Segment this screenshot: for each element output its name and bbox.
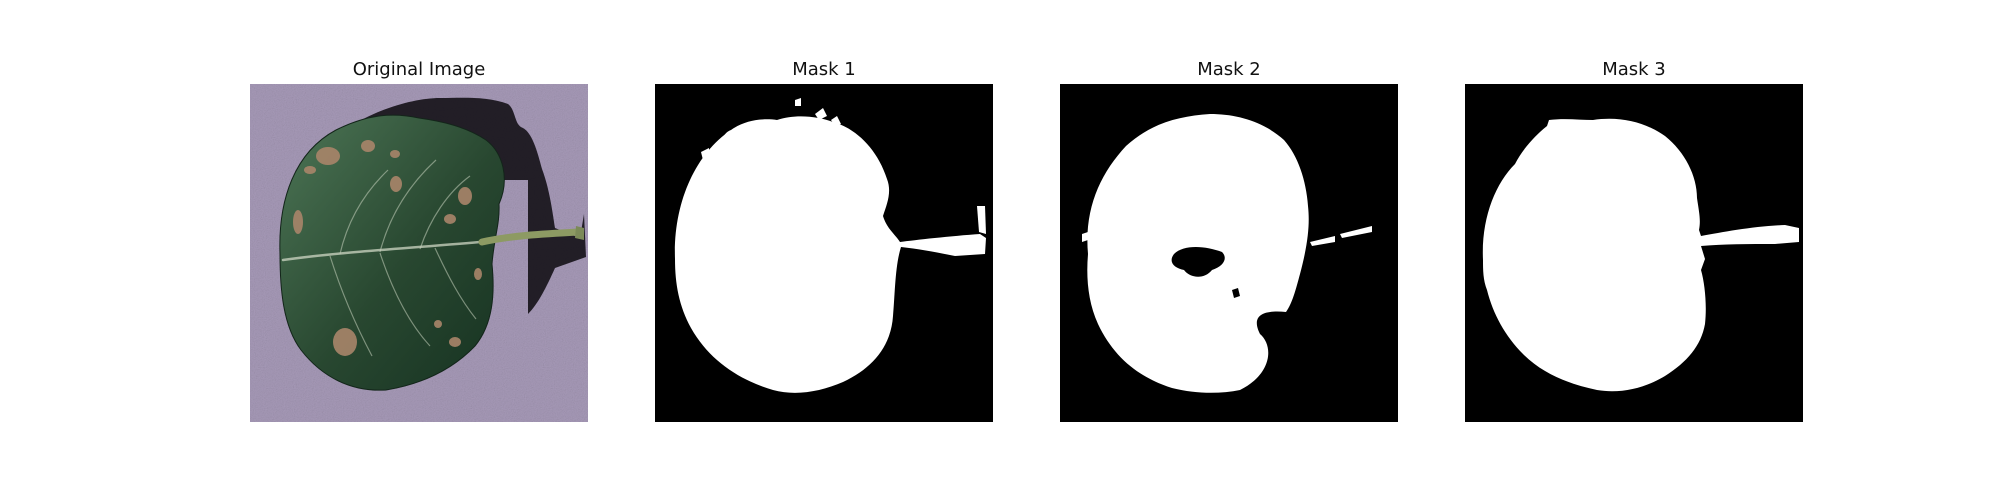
panel-title-original-image: Original Image <box>352 59 486 80</box>
leaf-stem <box>478 228 584 246</box>
mask-fragment <box>795 98 801 106</box>
mask-fragment <box>831 116 841 126</box>
lesion <box>390 150 400 158</box>
lesion <box>474 268 482 280</box>
leaf-vein <box>434 247 477 320</box>
mask-fragment <box>721 129 743 146</box>
lesion <box>434 320 442 328</box>
mask-3-image <box>1465 84 1803 422</box>
leaf-vein <box>339 169 389 255</box>
mask-hole <box>1232 288 1240 298</box>
panel-title-mask-1: Mask 1 <box>792 59 856 80</box>
lesion <box>333 328 357 356</box>
panel-title-mask-2: Mask 2 <box>1197 59 1261 80</box>
mask-fragment <box>1485 254 1493 274</box>
mask-fragment <box>977 206 986 234</box>
panel-title-mask-3: Mask 3 <box>1602 59 1666 80</box>
original-image-canvas <box>250 84 588 422</box>
mask-fragment <box>1310 236 1335 246</box>
panel-mask-1: Mask 1 <box>655 58 993 422</box>
panel-mask-3: Mask 3 <box>1465 58 1803 422</box>
lesion <box>304 166 316 174</box>
leaf-vein <box>419 175 471 250</box>
lesion <box>316 147 340 165</box>
leaf-vein <box>379 159 437 253</box>
lesion <box>449 337 461 347</box>
mask-fragment <box>1082 232 1088 242</box>
mask-3-canvas <box>1465 84 1803 422</box>
leaf-photo <box>250 84 588 422</box>
panel-original-image: Original Image <box>250 58 588 422</box>
mask-2-image <box>1060 84 1398 422</box>
leaf-stem-tip <box>575 226 584 240</box>
mask-region <box>674 116 986 393</box>
mask-fragment <box>1340 226 1372 238</box>
leaf-vein <box>379 252 431 347</box>
mask-2-canvas <box>1060 84 1398 422</box>
mask-region <box>1482 118 1799 392</box>
lesion <box>361 140 375 152</box>
leaf-midrib <box>281 240 482 262</box>
lesion <box>444 214 456 224</box>
mask-fragment <box>701 148 709 160</box>
leaf-lesions <box>293 140 482 356</box>
lesion <box>458 187 472 205</box>
leaf-vein <box>329 255 373 357</box>
mask-1-image <box>655 84 993 422</box>
lesion <box>390 176 402 192</box>
mask-fragment <box>815 108 827 120</box>
mask-1-canvas <box>655 84 993 422</box>
mask-hole <box>1171 247 1225 277</box>
panel-mask-2: Mask 2 <box>1060 58 1398 422</box>
lesion <box>293 210 303 234</box>
